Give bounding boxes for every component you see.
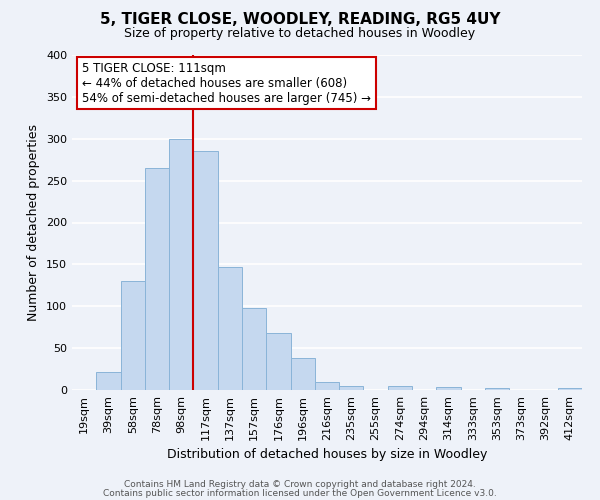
Bar	[242, 308, 266, 390]
Bar	[315, 382, 339, 390]
Bar	[436, 388, 461, 390]
Text: 5, TIGER CLOSE, WOODLEY, READING, RG5 4UY: 5, TIGER CLOSE, WOODLEY, READING, RG5 4U…	[100, 12, 500, 28]
Bar	[266, 333, 290, 390]
X-axis label: Distribution of detached houses by size in Woodley: Distribution of detached houses by size …	[167, 448, 487, 462]
Bar	[218, 267, 242, 390]
Bar	[193, 152, 218, 390]
Bar	[558, 388, 582, 390]
Text: Contains public sector information licensed under the Open Government Licence v3: Contains public sector information licen…	[103, 488, 497, 498]
Bar	[339, 386, 364, 390]
Text: Contains HM Land Registry data © Crown copyright and database right 2024.: Contains HM Land Registry data © Crown c…	[124, 480, 476, 489]
Bar	[290, 358, 315, 390]
Bar	[96, 372, 121, 390]
Bar	[388, 386, 412, 390]
Text: Size of property relative to detached houses in Woodley: Size of property relative to detached ho…	[124, 28, 476, 40]
Bar	[145, 168, 169, 390]
Bar	[169, 138, 193, 390]
Bar	[121, 281, 145, 390]
Bar	[485, 388, 509, 390]
Y-axis label: Number of detached properties: Number of detached properties	[28, 124, 40, 321]
Text: 5 TIGER CLOSE: 111sqm
← 44% of detached houses are smaller (608)
54% of semi-det: 5 TIGER CLOSE: 111sqm ← 44% of detached …	[82, 62, 371, 104]
